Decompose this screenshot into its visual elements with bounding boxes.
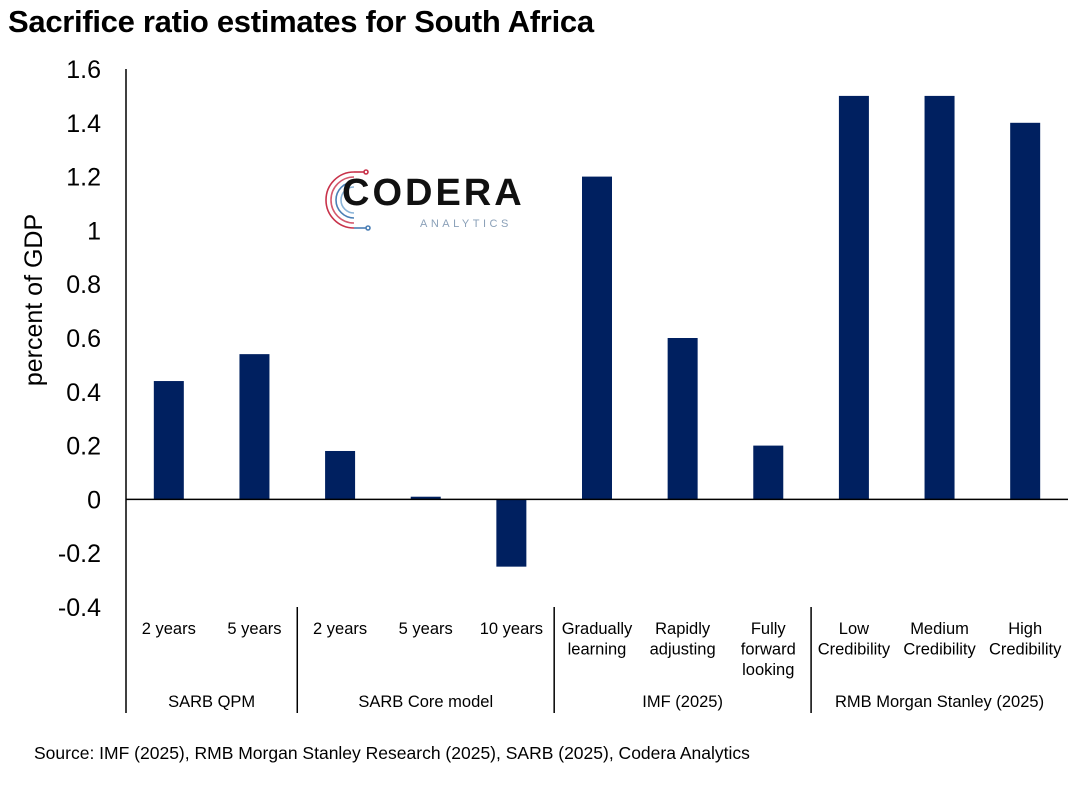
x-category-label-line: 5 years: [227, 620, 281, 638]
axes-layer: [125, 69, 1068, 713]
x-category-label: High Credibility: [989, 620, 1062, 659]
group-label: RMB Morgan Stanley (2025): [835, 693, 1044, 711]
y-tick-label: -0.4: [58, 594, 101, 622]
x-category-label: Gradually learning: [562, 620, 633, 659]
y-tick-label: -0.2: [58, 540, 101, 568]
bar: [582, 176, 612, 500]
x-category-label: 2 years: [313, 620, 367, 638]
y-tick-label: 0: [87, 486, 101, 514]
bar: [325, 450, 356, 500]
labels-layer: 1.6 1.4 1.2 1 0.8 0.6 0.4 0.2 0 -0.2 -0.4 percent o…: [20, 56, 1062, 711]
x-category-label-line: learning: [568, 641, 627, 659]
logo-tagline: ANALYTICS: [420, 218, 512, 230]
y-tick-label: 1.2: [66, 164, 101, 192]
bar: [924, 95, 955, 500]
x-category-label-line: High: [1008, 620, 1042, 638]
bar: [1010, 122, 1041, 500]
chart-title: Sacrifice ratio estimates for South Afri…: [8, 4, 594, 39]
x-category-label-line: forward: [741, 641, 796, 659]
logo-wordmark: CODERA: [342, 172, 525, 214]
x-category-label: 10 years: [480, 620, 543, 638]
codera-logo: CODERA ANALYTICS: [324, 166, 534, 236]
y-tick-label: 1.4: [66, 110, 101, 138]
y-tick-label: 0.2: [66, 433, 101, 461]
x-category-label: Low Credibility: [818, 620, 891, 659]
y-axis-title: percent of GDP: [20, 214, 48, 386]
x-category-label-line: looking: [742, 661, 794, 679]
x-category-label: Medium Credibility: [903, 620, 976, 659]
x-category-label-line: 2 years: [313, 620, 367, 638]
x-category-label-line: Credibility: [989, 641, 1062, 659]
x-category-label: 5 years: [227, 620, 281, 638]
x-category-label-line: Gradually: [562, 620, 633, 638]
bar: [410, 496, 441, 500]
x-category-label-line: Credibility: [818, 641, 891, 659]
bars-layer: [153, 95, 1041, 567]
x-category-label-line: Credibility: [903, 641, 976, 659]
bar: [153, 381, 184, 500]
bar: [239, 354, 270, 500]
x-category-label: 2 years: [142, 620, 196, 638]
x-category-label-line: Low: [839, 620, 869, 638]
x-category-label-line: 2 years: [142, 620, 196, 638]
x-category-label-line: Rapidly: [655, 620, 711, 638]
x-category-label-line: 10 years: [480, 620, 543, 638]
group-label: IMF (2025): [642, 693, 723, 711]
x-category-label-line: 5 years: [399, 620, 453, 638]
x-category-label-line: adjusting: [650, 641, 716, 659]
bar: [667, 338, 698, 500]
y-tick-label: 0.4: [66, 379, 101, 407]
x-category-label: Rapidly adjusting: [650, 620, 716, 659]
group-label: SARB QPM: [168, 693, 255, 711]
group-label: SARB Core model: [358, 693, 493, 711]
source-note: Source: IMF (2025), RMB Morgan Stanley R…: [34, 743, 750, 763]
y-tick-label: 0.6: [66, 325, 101, 353]
codera-circuit-icon: [325, 169, 371, 231]
y-tick-label: 1.6: [66, 56, 101, 84]
bar: [496, 499, 527, 567]
x-category-label: 5 years: [399, 620, 453, 638]
bar: [838, 95, 869, 500]
bar: [753, 445, 784, 500]
x-category-label-line: Medium: [910, 620, 969, 638]
x-category-label-line: Fully: [751, 620, 787, 638]
x-category-label: Fully forward looking: [741, 620, 796, 679]
y-tick-label: 1: [87, 217, 101, 245]
y-tick-label: 0.8: [66, 271, 101, 299]
